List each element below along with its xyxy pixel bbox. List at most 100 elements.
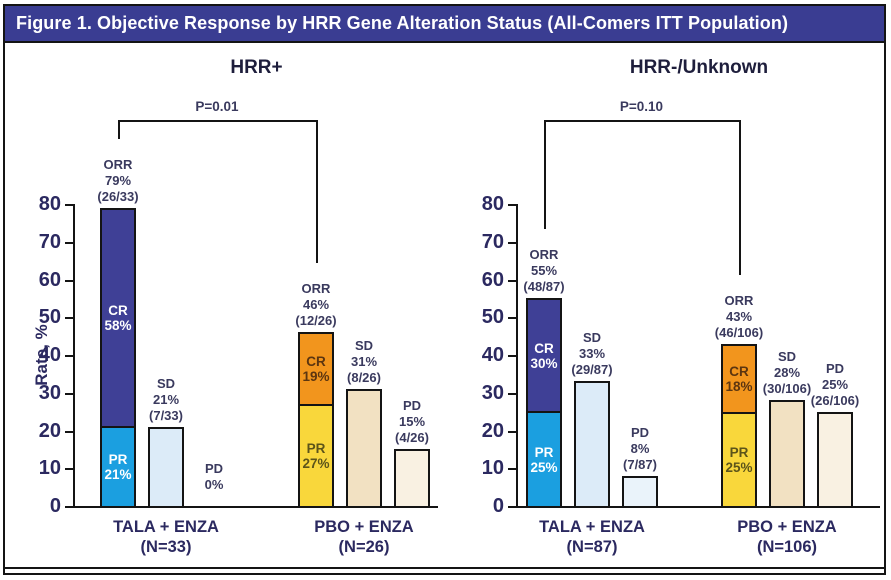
y-tick-mark bbox=[508, 317, 516, 320]
bar-annotation: ORR 55% (48/87) bbox=[499, 247, 589, 295]
bar-annotation: SD 31% (8/26) bbox=[319, 338, 409, 386]
bar-annotation: SD 33% (29/87) bbox=[547, 330, 637, 378]
group-label-line: (N=33) bbox=[140, 538, 192, 556]
bar-segment bbox=[624, 477, 656, 506]
bar-segment-label: 58% bbox=[104, 317, 132, 333]
y-tick-mark bbox=[508, 392, 516, 395]
y-tick-label: 10 bbox=[38, 457, 61, 480]
y-tick-mark bbox=[65, 204, 73, 206]
bar-segment: CR 18% bbox=[723, 345, 755, 414]
y-tick-mark bbox=[508, 430, 516, 433]
bar-annotation: SD 28% (30/106) bbox=[742, 349, 832, 397]
bar: PR 25% CR 18% bbox=[721, 343, 757, 508]
y-tick-mark bbox=[65, 392, 73, 395]
y-tick-mark bbox=[508, 241, 516, 244]
bar-segment-label: 18% bbox=[725, 378, 753, 394]
y-tick-label: 70 bbox=[481, 230, 504, 253]
y-tick-mark bbox=[508, 506, 516, 508]
bar-segment: PR 25% bbox=[528, 413, 560, 506]
significance-bracket-drop bbox=[739, 120, 741, 275]
bar-segment-label: CR bbox=[729, 363, 749, 379]
bar-segment bbox=[771, 402, 803, 506]
y-tick-mark bbox=[65, 355, 73, 357]
p-value-label: P=0.10 bbox=[619, 99, 664, 114]
y-tick-label: 20 bbox=[481, 419, 504, 442]
annotation-line: SD bbox=[582, 330, 602, 346]
y-tick-mark bbox=[508, 204, 516, 206]
annotation-line: 25% bbox=[821, 376, 849, 392]
annotation-line: (4/26) bbox=[395, 430, 429, 446]
annotation-line: (12/26) bbox=[295, 313, 337, 329]
y-tick-label: 0 bbox=[492, 495, 504, 517]
significance-bracket-top bbox=[118, 120, 316, 122]
x-axis-line bbox=[73, 506, 438, 508]
y-tick-label: 30 bbox=[481, 381, 504, 404]
bar-segment-label: PR bbox=[729, 444, 749, 460]
annotation-line: (26/33) bbox=[97, 188, 139, 204]
group-label: TALA + ENZA (N=33) bbox=[86, 517, 246, 557]
group-label-line: (N=26) bbox=[338, 538, 390, 556]
bar-segment: PR 21% bbox=[102, 427, 134, 506]
bar-annotation: PD 25% (26/106) bbox=[790, 361, 880, 409]
bar-segment-label: 30% bbox=[530, 355, 558, 371]
bar bbox=[769, 400, 805, 508]
y-tick-label: 20 bbox=[38, 419, 61, 442]
y-axis-line bbox=[516, 204, 518, 508]
bar-segment-label: 19% bbox=[302, 369, 330, 385]
bar-annotation: ORR 43% (46/106) bbox=[694, 293, 784, 341]
bar-segment: CR 30% bbox=[528, 300, 560, 414]
annotation-line: (26/106) bbox=[810, 392, 860, 408]
y-tick-mark bbox=[65, 279, 73, 282]
bar-segment-label: PR bbox=[306, 441, 326, 457]
y-tick-mark bbox=[65, 468, 73, 471]
significance-bracket-drop bbox=[316, 120, 318, 264]
bar-segment: CR 19% bbox=[300, 334, 332, 407]
group-label-line: TALA + ENZA bbox=[539, 518, 645, 536]
y-tick-label: 60 bbox=[38, 268, 61, 291]
y-tick-mark bbox=[65, 506, 73, 508]
bar bbox=[148, 426, 184, 508]
panel-hrr-unknown: HRR-/Unknown 0 10 20 30 40 50 60 70 80 PR 25% CR 30% O… bbox=[448, 43, 885, 571]
annotation-line: 46% bbox=[302, 297, 330, 313]
y-tick-mark bbox=[508, 468, 516, 471]
annotation-line: (7/87) bbox=[623, 456, 657, 472]
y-tick-label: 50 bbox=[38, 306, 61, 329]
annotation-line: SD bbox=[156, 375, 176, 391]
bar-segment bbox=[396, 451, 428, 506]
annotation-line: ORR bbox=[529, 247, 559, 263]
bar bbox=[817, 411, 853, 508]
annotation-line: 28% bbox=[773, 365, 801, 381]
annotation-line: 21% bbox=[152, 391, 180, 407]
bar-annotation: PD 15% (4/26) bbox=[367, 398, 457, 446]
group-label-line: (N=87) bbox=[566, 538, 618, 556]
annotation-line: ORR bbox=[301, 281, 331, 297]
y-tick-label: 0 bbox=[49, 495, 61, 517]
bar-segment-label: CR bbox=[108, 302, 128, 318]
figure-title-bar: Figure 1. Objective Response by HRR Gene… bbox=[5, 6, 884, 43]
annotation-line: (46/106) bbox=[714, 324, 764, 340]
group-label-line: TALA + ENZA bbox=[113, 518, 219, 536]
y-tick-label: 80 bbox=[481, 193, 504, 215]
bar-segment-label: 21% bbox=[104, 466, 132, 482]
bar-segment: CR 58% bbox=[102, 209, 134, 428]
bar-annotation: PD 0% bbox=[169, 461, 259, 493]
y-tick-mark bbox=[65, 430, 73, 433]
y-tick-label: 10 bbox=[481, 457, 504, 480]
y-tick-mark bbox=[65, 241, 73, 244]
group-label-line: (N=106) bbox=[756, 538, 818, 556]
annotation-line: 31% bbox=[350, 353, 378, 369]
panel-title: HRR+ bbox=[230, 57, 283, 78]
group-label: PBO + ENZA (N=106) bbox=[707, 517, 867, 557]
y-tick-mark bbox=[508, 355, 516, 357]
bar: PR 25% CR 30% bbox=[526, 298, 562, 508]
bar: PR 21% CR 58% bbox=[100, 207, 136, 508]
bar-annotation: PD 8% (7/87) bbox=[595, 425, 685, 473]
group-label-line: PBO + ENZA bbox=[737, 518, 837, 536]
annotation-line: 15% bbox=[398, 414, 426, 430]
y-tick-label: 70 bbox=[38, 230, 61, 253]
y-tick-label: 40 bbox=[38, 344, 61, 366]
bar bbox=[346, 388, 382, 508]
y-tick-label: 60 bbox=[481, 268, 504, 291]
annotation-line: 79% bbox=[104, 172, 132, 188]
annotation-line: (29/87) bbox=[571, 362, 613, 378]
